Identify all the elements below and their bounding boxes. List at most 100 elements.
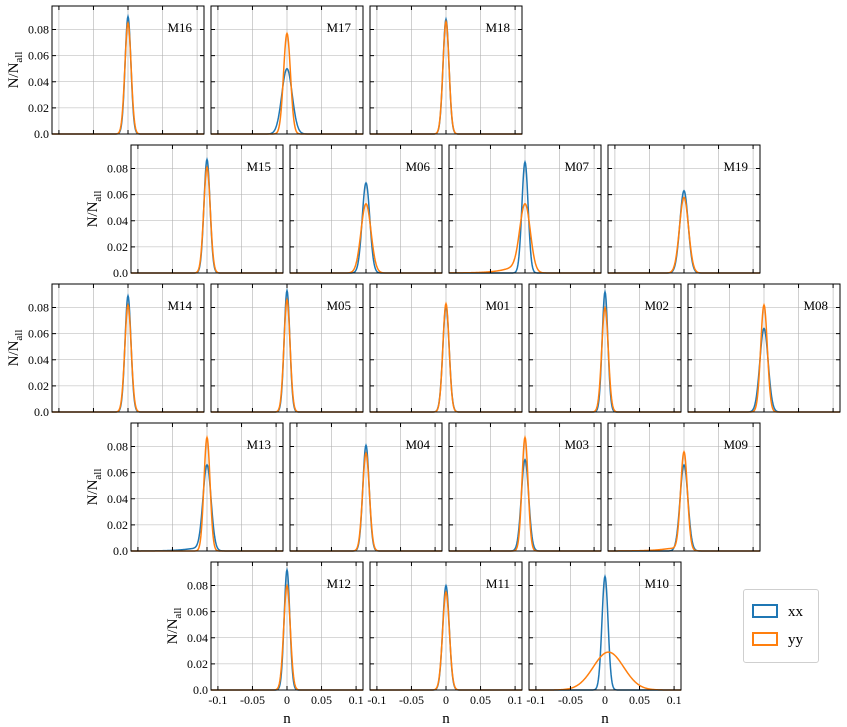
panel-m01: M01 bbox=[369, 283, 523, 413]
x-tick-label: 0 bbox=[602, 693, 608, 707]
x-tick-label: 0.1 bbox=[508, 693, 523, 707]
panel-label: M18 bbox=[485, 20, 510, 35]
panel-label: M10 bbox=[644, 576, 669, 591]
panel-label: M08 bbox=[803, 298, 828, 313]
y-axis-label: N/Nall bbox=[6, 330, 25, 367]
panel-m18: M18 bbox=[369, 5, 523, 135]
y-tick-label: 0.0 bbox=[193, 683, 208, 697]
y-axis-label-main: N/N bbox=[6, 62, 22, 88]
x-tick-label: -0.05 bbox=[240, 693, 265, 707]
y-axis-label-sub: all bbox=[13, 330, 25, 341]
legend-label-yy: yy bbox=[788, 632, 803, 648]
y-tick-label: 0.02 bbox=[28, 379, 49, 393]
y-tick-label: 0.06 bbox=[107, 188, 128, 202]
y-tick-label: 0.04 bbox=[107, 492, 128, 506]
panel-m15: M15 0.0 0.02 0.04 0.06 0.08 N/Nall bbox=[85, 144, 284, 280]
panel-m14: M14 0.0 0.02 0.04 0.06 0.08 N/Nall bbox=[6, 283, 205, 419]
panel-m04: M04 bbox=[289, 422, 443, 552]
panel-m02: M02 bbox=[528, 283, 682, 413]
panel-m12: M12 0.0 0.02 0.04 0.06 0.08 N/Nall -0.1 -0.05 0 0.… bbox=[165, 561, 364, 727]
panel-m11: M11 -0.1 -0.05 0 0.05 0.1 n bbox=[367, 561, 523, 727]
panel-label: M17 bbox=[326, 20, 351, 35]
y-tick-label: 0.04 bbox=[28, 75, 49, 89]
x-tick-label: 0.1 bbox=[349, 693, 364, 707]
y-axis-label: N/Nall bbox=[85, 191, 104, 228]
panel-m13: M13 0.0 0.02 0.04 0.06 0.08 N/Nall bbox=[85, 422, 284, 558]
panel-m06: M06 bbox=[289, 144, 443, 274]
y-axis-label-sub: all bbox=[92, 191, 104, 202]
x-tick-label: 0.05 bbox=[470, 693, 491, 707]
y-tick-label: 0.08 bbox=[107, 440, 128, 454]
panel-m16: M16 0.0 0.02 0.04 0.06 0.08 N/Nall bbox=[6, 5, 205, 141]
y-tick-label: 0.08 bbox=[28, 301, 49, 315]
x-tick-label: -0.05 bbox=[558, 693, 583, 707]
y-axis-label-main: N/N bbox=[165, 618, 181, 644]
panel-m05: M05 bbox=[210, 283, 364, 413]
legend: xx yy bbox=[743, 589, 819, 663]
panel-label: M11 bbox=[486, 576, 510, 591]
panel-m07: M07 bbox=[448, 144, 602, 274]
panel-label: M15 bbox=[246, 159, 271, 174]
panel-m03: M03 bbox=[448, 422, 602, 552]
y-tick-label: 0.0 bbox=[113, 266, 128, 280]
y-tick-label: 0.02 bbox=[107, 518, 128, 532]
panel-label: M06 bbox=[405, 159, 430, 174]
panel-label: M01 bbox=[485, 298, 510, 313]
y-tick-label: 0.04 bbox=[107, 214, 128, 228]
y-tick-label: 0.04 bbox=[28, 353, 49, 367]
y-tick-label: 0.0 bbox=[34, 127, 49, 141]
y-tick-label: 0.08 bbox=[28, 23, 49, 37]
x-tick-label: 0.1 bbox=[667, 693, 682, 707]
panel-label: M04 bbox=[405, 437, 430, 452]
y-tick-label: 0.0 bbox=[113, 544, 128, 558]
legend-swatch-xx bbox=[752, 604, 778, 618]
y-axis-label: N/Nall bbox=[85, 469, 104, 506]
y-axis-label-main: N/N bbox=[6, 340, 22, 366]
y-axis-label-sub: all bbox=[13, 52, 25, 63]
y-axis-label: N/Nall bbox=[165, 608, 184, 645]
x-tick-label: -0.1 bbox=[526, 693, 545, 707]
x-tick-label: -0.1 bbox=[208, 693, 227, 707]
panel-label: M07 bbox=[564, 159, 589, 174]
y-tick-label: 0.02 bbox=[28, 101, 49, 115]
panel-label: M12 bbox=[326, 576, 351, 591]
panel-m08: M08 bbox=[687, 283, 841, 413]
panel-label: M14 bbox=[167, 298, 192, 313]
y-tick-label: 0.06 bbox=[187, 605, 208, 619]
panel-label: M03 bbox=[564, 437, 589, 452]
x-tick-label: 0 bbox=[443, 693, 449, 707]
panel-m19: M19 bbox=[607, 144, 761, 274]
y-tick-label: 0.02 bbox=[107, 240, 128, 254]
panel-label: M02 bbox=[644, 298, 669, 313]
y-tick-label: 0.06 bbox=[107, 466, 128, 480]
panel-label: M13 bbox=[246, 437, 271, 452]
legend-swatch-yy bbox=[752, 632, 778, 646]
x-axis-label: n bbox=[283, 711, 291, 727]
legend-label-xx: xx bbox=[788, 604, 803, 620]
x-axis-label: n bbox=[442, 711, 450, 727]
y-tick-label: 0.06 bbox=[28, 49, 49, 63]
panel-label: M09 bbox=[723, 437, 748, 452]
y-tick-label: 0.0 bbox=[34, 405, 49, 419]
y-axis-label-main: N/N bbox=[85, 201, 101, 227]
y-axis-label-main: N/N bbox=[85, 479, 101, 505]
panel-m10: M10 -0.1 -0.05 0 0.05 0.1 n bbox=[526, 561, 682, 727]
x-tick-label: -0.05 bbox=[399, 693, 424, 707]
y-axis-label: N/Nall bbox=[6, 52, 25, 89]
y-tick-label: 0.06 bbox=[28, 327, 49, 341]
panel-m09: M09 bbox=[607, 422, 761, 552]
panel-label: M05 bbox=[326, 298, 351, 313]
y-tick-label: 0.08 bbox=[187, 579, 208, 593]
panel-m17: M17 bbox=[210, 5, 364, 135]
x-tick-label: -0.1 bbox=[367, 693, 386, 707]
x-tick-label: 0.05 bbox=[311, 693, 332, 707]
x-tick-label: 0 bbox=[284, 693, 290, 707]
panel-label: M16 bbox=[167, 20, 192, 35]
y-axis-label-sub: all bbox=[172, 608, 184, 619]
y-tick-label: 0.02 bbox=[187, 657, 208, 671]
x-axis-label: n bbox=[601, 711, 609, 727]
y-tick-label: 0.04 bbox=[187, 631, 208, 645]
y-tick-label: 0.08 bbox=[107, 162, 128, 176]
